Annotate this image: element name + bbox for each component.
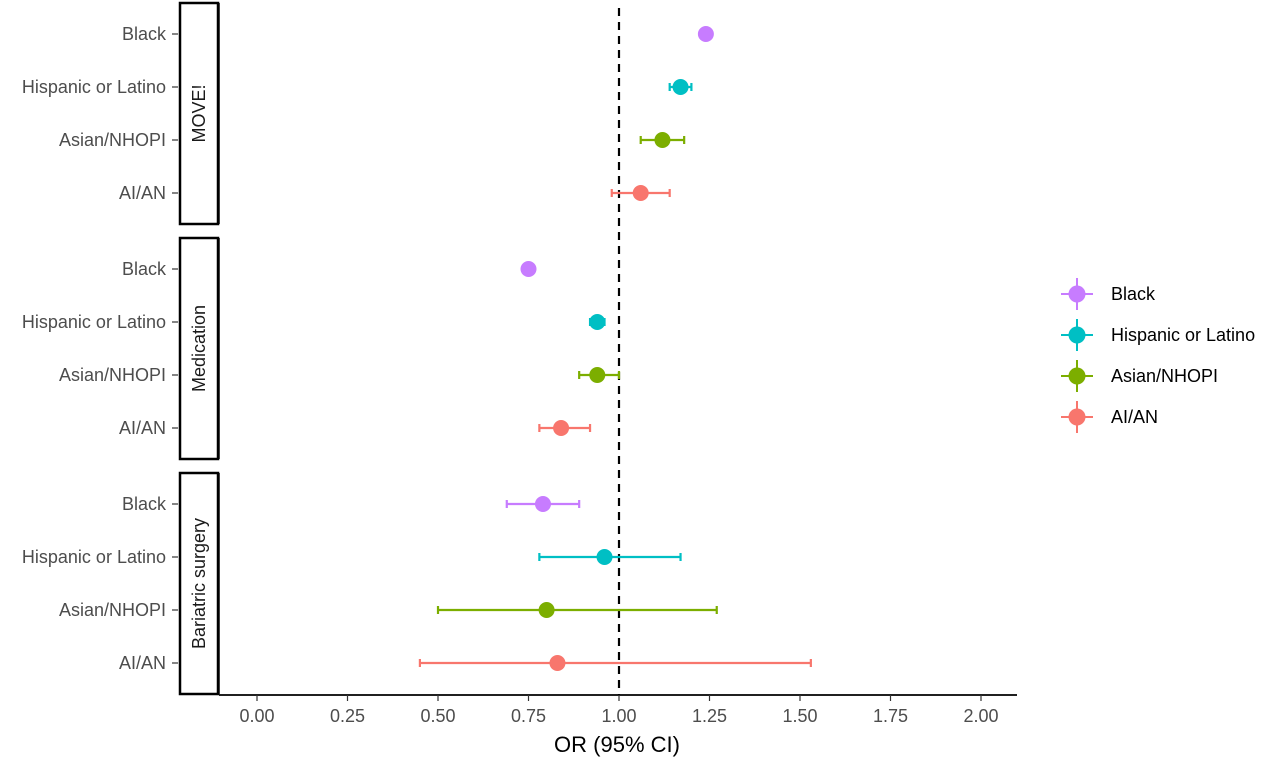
y-tick-label: Black — [122, 24, 167, 44]
y-tick-label: Black — [122, 494, 167, 514]
panel-move: MOVE! Black Hispanic or Latino Asian/NHOPI A… — [22, 1, 714, 226]
strip-box — [178, 471, 220, 696]
strip-box — [178, 236, 220, 461]
panel-bariatric-surgery: Bariatric surgery Black Hispanic or Latino… — [22, 471, 812, 696]
data-point — [654, 132, 671, 148]
x-tick-label: 0.00 — [239, 706, 274, 726]
data-point — [534, 496, 551, 512]
legend-key-point — [1068, 367, 1086, 385]
y-tick-label: AI/AN — [119, 183, 166, 203]
data-point — [549, 655, 566, 671]
data-point — [589, 314, 606, 330]
x-axis-title: OR (95% CI) — [554, 732, 680, 757]
x-tick-label: 1.00 — [601, 706, 636, 726]
y-tick-label: AI/AN — [119, 653, 166, 673]
plot-panels: MOVE! Black Hispanic or Latino Asian/NHOPI A… — [22, 1, 812, 696]
legend-label: Black — [1111, 284, 1156, 304]
strip-label: Bariatric surgery — [189, 518, 209, 649]
x-tick-label: 2.00 — [963, 706, 998, 726]
y-tick-label: Asian/NHOPI — [59, 130, 166, 150]
error-bar — [418, 659, 812, 667]
strip-label: Medication — [189, 305, 209, 392]
x-tick-label: 0.25 — [330, 706, 365, 726]
legend-item: AI/AN — [1061, 401, 1158, 433]
y-tick-label: Hispanic or Latino — [22, 77, 166, 97]
legend-key-point — [1068, 326, 1086, 344]
legend-item: Hispanic or Latino — [1061, 319, 1255, 351]
strip-label: MOVE! — [189, 84, 209, 142]
data-point — [538, 602, 555, 618]
data-point — [553, 420, 570, 436]
legend-key-point — [1068, 285, 1086, 303]
data-point — [520, 261, 537, 277]
y-tick-label: Hispanic or Latino — [22, 547, 166, 567]
legend-key-point — [1068, 408, 1086, 426]
x-tick-label: 1.25 — [692, 706, 727, 726]
y-tick-label: Hispanic or Latino — [22, 312, 166, 332]
x-tick-label: 1.50 — [782, 706, 817, 726]
error-bar — [436, 606, 718, 614]
x-tick-label: 0.50 — [420, 706, 455, 726]
data-point — [672, 79, 689, 95]
data-point — [589, 367, 606, 383]
legend: Black Hispanic or Latino Asian/NHOPI AI/AN — [1061, 278, 1255, 433]
data-point — [697, 26, 714, 42]
legend-item: Black — [1061, 278, 1156, 310]
data-point — [632, 185, 649, 201]
data-point — [596, 549, 613, 565]
legend-label: Hispanic or Latino — [1111, 325, 1255, 345]
y-tick-label: Black — [122, 259, 167, 279]
x-axis: 0.00 0.25 0.50 0.75 1.00 1.25 1.50 1.75 2.00 — [219, 694, 1017, 726]
legend-label: Asian/NHOPI — [1111, 366, 1218, 386]
strip-box — [178, 1, 220, 226]
y-tick-label: AI/AN — [119, 418, 166, 438]
x-tick-label: 0.75 — [511, 706, 546, 726]
y-tick-label: Asian/NHOPI — [59, 600, 166, 620]
x-tick-label: 1.75 — [873, 706, 908, 726]
panel-medication: Medication Black Hispanic or Latino Asian/N… — [22, 236, 621, 461]
legend-label: AI/AN — [1111, 407, 1158, 427]
legend-item: Asian/NHOPI — [1061, 360, 1218, 392]
y-tick-label: Asian/NHOPI — [59, 365, 166, 385]
